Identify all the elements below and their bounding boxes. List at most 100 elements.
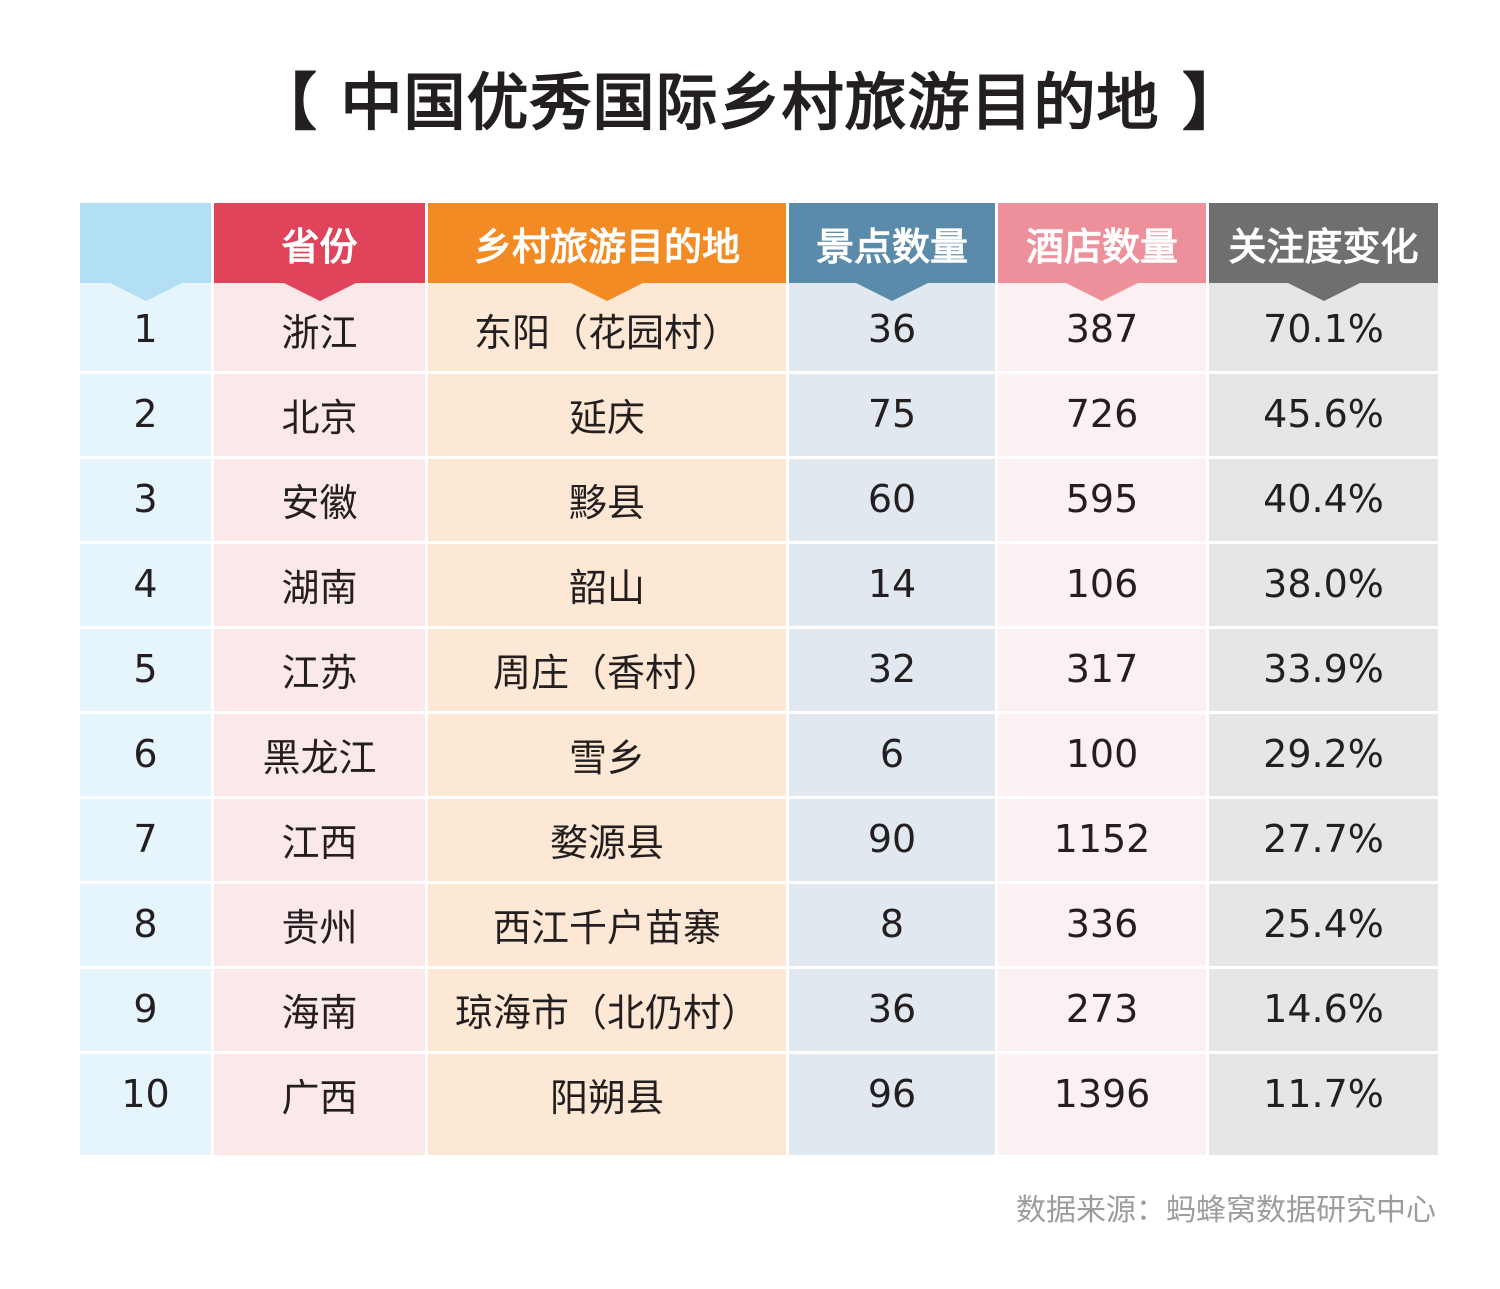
column-attractions: 景点数量 36 75 60 14 32 6 90 8 36 96 (789, 203, 995, 1155)
cell-hotels: 1396 (1053, 1072, 1151, 1116)
row-divider (1209, 966, 1438, 969)
cell-change: 38.0% (1263, 562, 1384, 606)
row-divider (789, 541, 995, 544)
header-pointer (571, 283, 643, 301)
page-title: 【 中国优秀国际乡村旅游目的地 】 (254, 66, 1246, 139)
row-divider (1209, 881, 1438, 884)
row-divider (214, 796, 425, 799)
column-destination: 乡村旅游目的地 东阳（花园村） 延庆 黟县 韶山 周庄（香村） 雪乡 婺源县 西江千户苗寨 琼海市… (428, 203, 786, 1155)
cell-rank: 5 (133, 647, 158, 691)
destinations-table: 1 2 3 4 5 6 7 8 9 10 省份 浙江 北京 安徽 湖南 江苏 黑龙江 江西 贵州 海南 广西 乡村旅游目的… (80, 203, 1438, 1155)
row-divider (1209, 626, 1438, 629)
row-divider (789, 1051, 995, 1054)
cell-attractions: 60 (867, 477, 917, 521)
header-attractions: 景点数量 (789, 203, 995, 301)
cell-hotels: 106 (1065, 562, 1139, 606)
cell-province: 安徽 (281, 480, 358, 525)
header-pointer (1287, 283, 1360, 301)
cell-change: 11.7% (1263, 1072, 1384, 1116)
cell-attractions: 96 (867, 1072, 917, 1116)
cell-attractions: 14 (867, 562, 917, 606)
cell-change: 33.9% (1263, 647, 1384, 691)
cell-attractions: 36 (867, 987, 917, 1031)
row-divider (789, 966, 995, 969)
cell-change: 29.2% (1263, 732, 1384, 776)
row-divider (214, 711, 425, 714)
row-divider (428, 626, 786, 629)
row-divider (998, 456, 1206, 459)
row-divider (214, 881, 425, 884)
cell-destination: 延庆 (568, 395, 645, 440)
row-divider (998, 541, 1206, 544)
header-province: 省份 (214, 203, 425, 301)
cell-destination: 婺源县 (549, 820, 664, 865)
cell-change: 27.7% (1263, 817, 1384, 861)
cell-hotels: 595 (1065, 477, 1139, 521)
row-divider (80, 881, 211, 884)
cell-change: 70.1% (1263, 307, 1384, 351)
header-destination: 乡村旅游目的地 (428, 203, 786, 301)
row-divider (1209, 541, 1438, 544)
cell-hotels: 387 (1065, 307, 1139, 351)
header-pointer (856, 283, 928, 301)
cell-province: 贵州 (281, 905, 358, 950)
row-divider (789, 456, 995, 459)
cell-province: 黑龙江 (262, 735, 377, 780)
row-divider (428, 371, 786, 374)
row-divider (80, 966, 211, 969)
cell-attractions: 75 (867, 392, 917, 436)
cell-change: 45.6% (1263, 392, 1384, 436)
cell-attractions: 32 (867, 647, 917, 691)
cell-hotels: 273 (1065, 987, 1139, 1031)
row-divider (80, 371, 211, 374)
cell-hotels: 726 (1065, 392, 1139, 436)
cell-province: 江西 (281, 820, 358, 865)
data-source-note: 数据来源：蚂蜂窝数据研究中心 (1016, 1193, 1436, 1228)
row-divider (998, 371, 1206, 374)
row-divider (789, 626, 995, 629)
row-divider (1209, 371, 1438, 374)
row-divider (80, 456, 211, 459)
cell-hotels: 336 (1065, 902, 1139, 946)
row-divider (428, 1051, 786, 1054)
row-divider (214, 371, 425, 374)
column-rank: 1 2 3 4 5 6 7 8 9 10 (80, 203, 211, 1155)
row-divider (1209, 796, 1438, 799)
cell-province: 湖南 (281, 565, 358, 610)
cell-change: 14.6% (1263, 987, 1384, 1031)
row-divider (428, 456, 786, 459)
cell-attractions: 36 (867, 307, 917, 351)
cell-rank: 3 (133, 477, 158, 521)
cell-destination: 琼海市（北仍村） (454, 990, 759, 1035)
row-divider (1209, 1051, 1438, 1054)
row-divider (428, 796, 786, 799)
cell-rank: 1 (133, 307, 158, 351)
row-divider (214, 1051, 425, 1054)
cell-rank: 4 (133, 562, 158, 606)
header-pointer (283, 283, 356, 301)
row-divider (789, 711, 995, 714)
cell-destination: 东阳（花园村） (473, 310, 740, 355)
cell-destination: 西江千户苗寨 (492, 905, 721, 950)
header-hotels: 酒店数量 (998, 203, 1206, 301)
cell-destination: 黟县 (568, 480, 645, 525)
cell-destination: 阳朔县 (549, 1075, 664, 1120)
row-divider (214, 456, 425, 459)
cell-province: 北京 (281, 395, 358, 440)
column-province: 省份 浙江 北京 安徽 湖南 江苏 黑龙江 江西 贵州 海南 广西 (214, 203, 425, 1155)
row-divider (998, 796, 1206, 799)
row-divider (80, 711, 211, 714)
cell-rank: 7 (133, 817, 158, 861)
cell-rank: 10 (121, 1072, 170, 1116)
cell-destination: 雪乡 (568, 735, 645, 780)
cell-attractions: 8 (879, 902, 905, 946)
cell-rank: 2 (133, 392, 158, 436)
row-divider (80, 796, 211, 799)
cell-province: 浙江 (281, 310, 358, 355)
row-divider (1209, 456, 1438, 459)
cell-hotels: 1152 (1053, 817, 1151, 861)
row-divider (998, 626, 1206, 629)
cell-attractions: 90 (867, 817, 917, 861)
row-divider (428, 881, 786, 884)
cell-rank: 6 (133, 732, 158, 776)
